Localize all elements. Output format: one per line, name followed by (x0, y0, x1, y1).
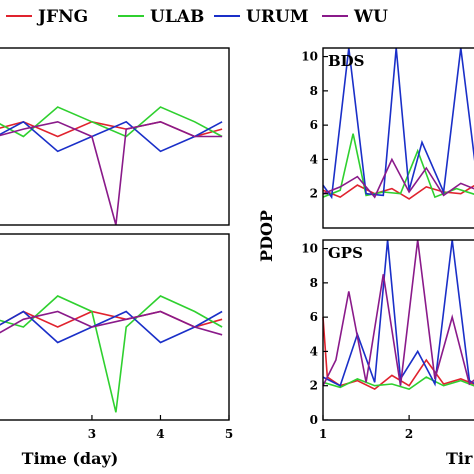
x-tick-label: 1 (319, 427, 327, 441)
panel-title-gps: GPS (328, 244, 363, 262)
series-urum-line (0, 310, 223, 344)
legend-label-ulab: ULAB (150, 7, 204, 27)
series-wu-line (0, 310, 223, 336)
legend-label-wu: WU (353, 7, 388, 27)
panel-left-bottom: 3 4 5 (0, 233, 233, 441)
series-ulab-line (322, 133, 474, 199)
y-tick-label: 2 (310, 379, 318, 393)
plot-frame (322, 47, 474, 229)
x-tick-label: 5 (225, 427, 233, 441)
y-tick-label: 4 (310, 152, 318, 166)
x-axis-label-left: Time (day) (22, 449, 119, 468)
series-wu-line (0, 120, 223, 226)
legend-label-urum: URUM (246, 7, 309, 27)
series-urum-line (322, 47, 474, 200)
series-wu-line (322, 157, 474, 199)
y-tick-label: 0 (310, 413, 318, 427)
series-ulab-line (322, 376, 474, 390)
y-tick-label: 10 (301, 242, 318, 256)
y-tick-label: 8 (310, 84, 318, 98)
x-axis-label-right: Tir (446, 449, 473, 468)
series-wu-line (322, 239, 474, 387)
plot-frame (0, 47, 230, 226)
y-axis-label-pdop: PDOP (257, 210, 276, 262)
x-tick-label: 4 (156, 427, 164, 441)
y-tick-label: 10 (301, 50, 318, 64)
panel-title-bds: BDS (328, 52, 365, 70)
panel-right-top-bds: 2 4 6 8 10 BDS (301, 47, 474, 229)
y-tick-label: 6 (310, 310, 318, 324)
x-tick-label: 3 (88, 427, 96, 441)
series-ulab-line (0, 106, 223, 138)
y-tick-label: 2 (310, 187, 318, 201)
legend: JFNG ULAB URUM WU (6, 7, 388, 27)
x-tick-label: 2 (405, 427, 413, 441)
plot-frame (322, 239, 474, 421)
y-tick-label: 8 (310, 276, 318, 290)
legend-label-jfng: JFNG (36, 7, 88, 27)
y-tick-label: 4 (310, 344, 318, 358)
y-tick-label: 6 (310, 118, 318, 132)
plot-frame (0, 233, 230, 421)
panel-left-top (0, 47, 230, 226)
series-ulab-line (0, 295, 223, 413)
series-urum-line (0, 120, 223, 153)
